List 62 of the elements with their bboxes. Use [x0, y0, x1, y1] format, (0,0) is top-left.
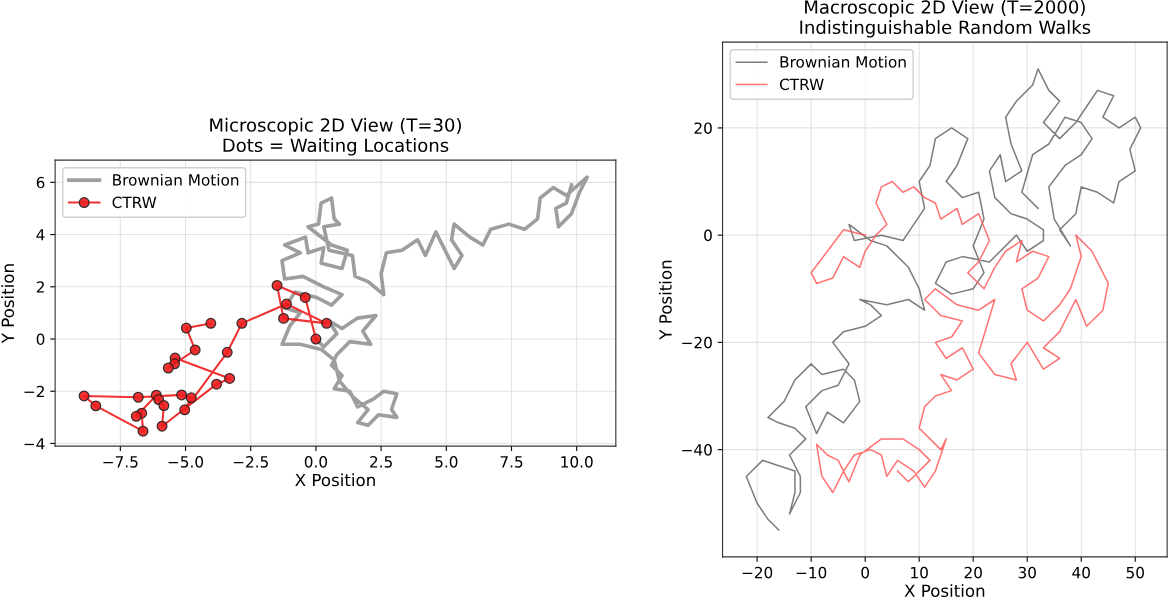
x-tick-label: −2.5 [233, 456, 268, 468]
x-axis-title: X Position [295, 473, 375, 487]
x-tick-label: −5.0 [168, 456, 204, 468]
x-tick-label: 0.0 [304, 456, 328, 468]
point [185, 392, 197, 404]
point [189, 344, 201, 356]
x-tick-label: 2.5 [370, 456, 392, 468]
y-axis-title: Y Position [658, 260, 672, 340]
point [224, 372, 236, 384]
y-tick-label: 0 [36, 333, 45, 346]
chart-title: Microscopic 2D View (T=30) Dots = Waiting Locations [210, 117, 461, 156]
x-tick-label: 0 [861, 566, 870, 579]
y-tick-label: −40 [682, 444, 712, 456]
point [158, 400, 170, 412]
legend-label: Brownian Motion [780, 55, 906, 68]
point [299, 292, 311, 303]
x-tick-label: −7.5 [103, 456, 138, 468]
chart-title: Macroscopic 2D View (T=2000) Indistinguishable Random Walks [800, 0, 1091, 38]
point [176, 389, 188, 401]
line-series [745, 68, 1142, 531]
legend-label: CTRW [112, 196, 157, 209]
y-tick-label: 20 [694, 122, 712, 134]
point [90, 400, 102, 412]
point [132, 391, 144, 403]
point [278, 312, 290, 324]
y-tick-label: −20 [682, 336, 712, 349]
x-axis-title: X Position [904, 584, 985, 598]
y-axis-title: Y Position [1, 264, 15, 344]
point [179, 404, 191, 416]
x-tick-label: 10.0 [561, 456, 593, 468]
x-tick-label: 30 [1018, 566, 1036, 579]
x-tick-label: 40 [1072, 566, 1090, 579]
point [236, 317, 248, 329]
point [130, 410, 142, 422]
x-tick-label: 50 [1126, 566, 1144, 579]
y-tick-label: 2 [36, 281, 44, 293]
point [321, 317, 333, 329]
point [156, 420, 168, 432]
point [78, 390, 90, 402]
y-tick-label: 6 [36, 176, 45, 189]
y-tick-label: −4 [24, 438, 45, 450]
x-tick-label: −10 [796, 566, 827, 579]
point [221, 346, 233, 358]
x-tick-label: 10 [911, 566, 928, 579]
y-tick-label: −2 [24, 385, 44, 398]
point [137, 425, 149, 437]
legend-label: Brownian Motion [113, 173, 239, 186]
legend-label: CTRW [779, 78, 824, 91]
point [162, 362, 174, 374]
x-tick-label: 7.5 [500, 456, 523, 468]
point [211, 378, 223, 390]
point [205, 317, 217, 329]
y-tick-label: 4 [36, 229, 45, 241]
line-series [810, 180, 1110, 494]
x-tick-label: 20 [964, 566, 982, 579]
point [180, 322, 192, 334]
x-tick-label: −20 [742, 566, 773, 579]
point [310, 333, 322, 345]
point [280, 298, 292, 310]
point [271, 279, 283, 291]
x-tick-label: 5.0 [435, 456, 458, 468]
y-tick-label: 0 [704, 229, 712, 242]
